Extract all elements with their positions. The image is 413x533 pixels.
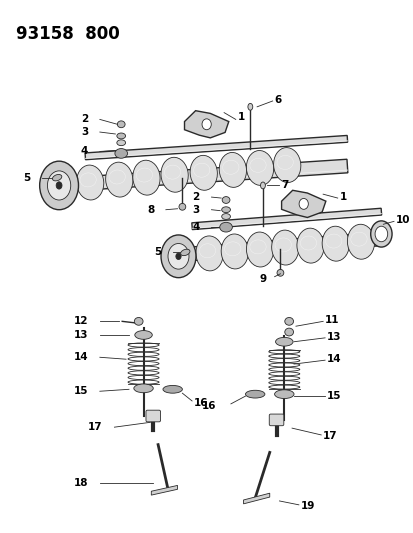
- Polygon shape: [172, 232, 381, 262]
- Ellipse shape: [161, 157, 188, 192]
- Ellipse shape: [274, 390, 293, 399]
- Ellipse shape: [135, 330, 152, 340]
- Text: 13: 13: [74, 330, 88, 340]
- Text: 15: 15: [74, 386, 88, 396]
- Ellipse shape: [284, 318, 293, 325]
- Ellipse shape: [347, 224, 374, 259]
- Polygon shape: [191, 208, 381, 230]
- Text: 12: 12: [74, 317, 88, 326]
- Text: 5: 5: [23, 173, 30, 183]
- Ellipse shape: [298, 198, 308, 209]
- Text: 17: 17: [323, 431, 337, 441]
- Ellipse shape: [180, 249, 190, 256]
- Ellipse shape: [56, 182, 62, 189]
- Text: 2: 2: [192, 192, 199, 202]
- Text: 18: 18: [74, 479, 88, 488]
- Polygon shape: [151, 486, 177, 495]
- Ellipse shape: [117, 121, 125, 128]
- Ellipse shape: [161, 235, 195, 278]
- FancyBboxPatch shape: [268, 414, 283, 426]
- Ellipse shape: [276, 269, 283, 276]
- Ellipse shape: [190, 156, 217, 190]
- Ellipse shape: [221, 234, 248, 269]
- Text: 8: 8: [147, 205, 154, 215]
- Text: 3: 3: [192, 205, 199, 215]
- Ellipse shape: [296, 228, 323, 263]
- Text: 17: 17: [88, 422, 102, 432]
- Ellipse shape: [222, 197, 229, 204]
- Polygon shape: [184, 111, 228, 138]
- Text: 13: 13: [326, 332, 341, 342]
- Ellipse shape: [168, 244, 188, 269]
- Polygon shape: [281, 190, 325, 217]
- Ellipse shape: [47, 171, 71, 200]
- Ellipse shape: [116, 133, 125, 139]
- Polygon shape: [243, 493, 269, 504]
- Text: 6: 6: [274, 95, 281, 105]
- Ellipse shape: [219, 152, 246, 188]
- Ellipse shape: [246, 232, 273, 267]
- Text: 4: 4: [192, 222, 199, 232]
- Text: 11: 11: [324, 316, 339, 325]
- Ellipse shape: [202, 119, 211, 130]
- Ellipse shape: [271, 230, 298, 265]
- Ellipse shape: [247, 103, 252, 110]
- Ellipse shape: [246, 150, 273, 185]
- Ellipse shape: [176, 253, 180, 260]
- Text: 7: 7: [281, 181, 288, 190]
- Ellipse shape: [284, 328, 293, 336]
- Ellipse shape: [321, 226, 349, 261]
- Ellipse shape: [40, 161, 78, 209]
- Polygon shape: [53, 159, 347, 192]
- Ellipse shape: [133, 384, 153, 393]
- Text: 2: 2: [81, 115, 88, 124]
- Ellipse shape: [178, 204, 185, 210]
- Text: 19: 19: [300, 501, 314, 511]
- Ellipse shape: [370, 221, 391, 247]
- Text: 5: 5: [153, 247, 161, 257]
- Text: 93158  800: 93158 800: [17, 25, 120, 43]
- Ellipse shape: [221, 214, 230, 220]
- Ellipse shape: [245, 390, 264, 398]
- FancyBboxPatch shape: [146, 410, 160, 422]
- Ellipse shape: [133, 160, 160, 195]
- Ellipse shape: [275, 337, 292, 346]
- Ellipse shape: [260, 182, 265, 189]
- Ellipse shape: [116, 140, 125, 146]
- Ellipse shape: [374, 226, 387, 242]
- Text: 1: 1: [339, 192, 346, 202]
- Ellipse shape: [115, 149, 127, 158]
- Ellipse shape: [195, 236, 223, 271]
- Text: 3: 3: [81, 127, 88, 137]
- Ellipse shape: [76, 165, 104, 200]
- Text: 9: 9: [259, 273, 266, 284]
- Text: 14: 14: [74, 352, 88, 362]
- Ellipse shape: [219, 222, 232, 232]
- Text: 16: 16: [202, 401, 216, 411]
- Ellipse shape: [273, 148, 300, 182]
- Ellipse shape: [52, 174, 62, 181]
- Ellipse shape: [163, 385, 182, 393]
- Ellipse shape: [221, 207, 230, 213]
- Text: 14: 14: [326, 354, 341, 364]
- Text: 16: 16: [194, 398, 208, 408]
- Ellipse shape: [105, 162, 133, 197]
- Ellipse shape: [134, 318, 143, 325]
- Text: 1: 1: [237, 112, 244, 123]
- Polygon shape: [85, 135, 347, 160]
- Text: 4: 4: [81, 147, 88, 157]
- Text: 10: 10: [395, 215, 409, 225]
- Text: 15: 15: [326, 391, 341, 401]
